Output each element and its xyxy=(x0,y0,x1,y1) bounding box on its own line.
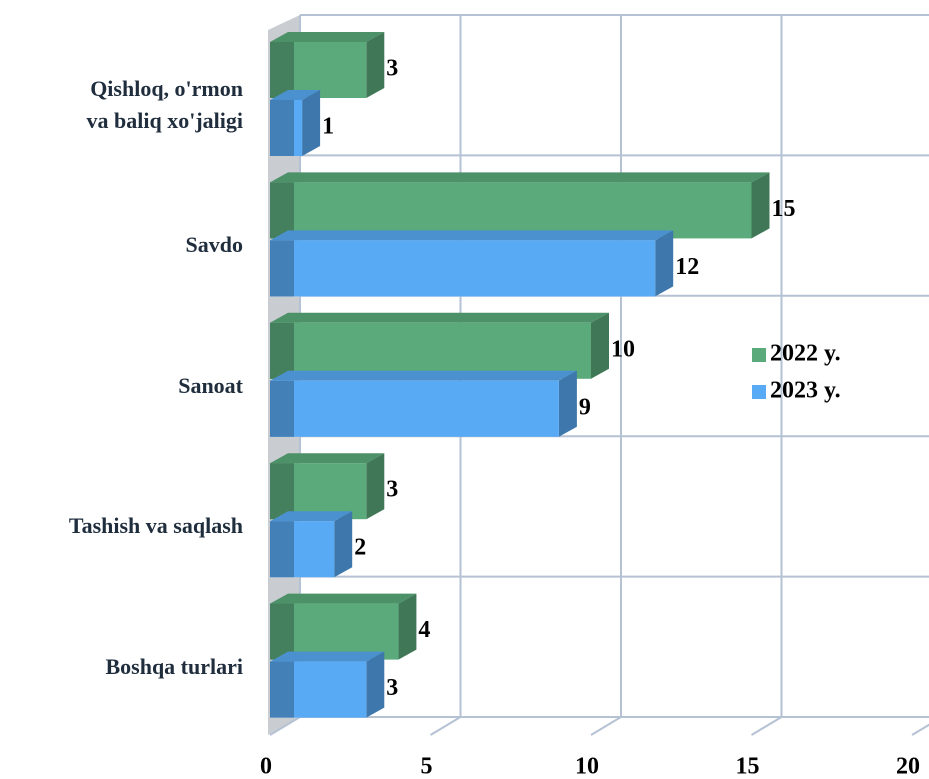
bar-top xyxy=(270,90,321,100)
bar-top xyxy=(270,230,674,241)
data-label: 10 xyxy=(611,336,635,362)
bar-side xyxy=(655,230,674,297)
bar-top xyxy=(270,511,353,522)
x-tick-label: 0 xyxy=(260,754,272,779)
bar-side xyxy=(591,312,609,379)
bar-base xyxy=(270,100,294,156)
bar-base xyxy=(270,42,294,98)
bar-top xyxy=(270,651,385,662)
bar-base xyxy=(270,463,294,520)
x-tick-label: 10 xyxy=(575,754,599,779)
data-label: 1 xyxy=(322,114,334,140)
x-tick-label: 20 xyxy=(896,754,920,779)
bar-top xyxy=(270,172,770,183)
data-label: 15 xyxy=(772,196,796,222)
legend-label: 2022 y. xyxy=(770,341,841,367)
data-label: 2 xyxy=(354,535,366,561)
bar-side xyxy=(366,453,385,520)
bar-base xyxy=(270,603,294,660)
bar-side xyxy=(302,90,321,156)
bar-base xyxy=(270,182,294,239)
floor-line xyxy=(269,716,301,736)
legend-label: 2023 y. xyxy=(770,378,841,404)
legend-swatch xyxy=(752,348,766,362)
category-label: Boshqa turlari xyxy=(105,653,243,679)
floor-line xyxy=(429,716,462,736)
data-label: 9 xyxy=(579,394,591,420)
x-tick-label: 15 xyxy=(736,754,760,779)
floor-line xyxy=(911,723,929,736)
floor-line xyxy=(750,716,783,736)
bar-side xyxy=(334,511,353,578)
bar-side xyxy=(751,172,770,239)
data-label: 12 xyxy=(675,254,699,280)
data-label: 3 xyxy=(386,56,398,82)
data-label: 4 xyxy=(418,617,430,643)
bar-top xyxy=(270,453,385,464)
bar xyxy=(270,322,591,379)
legend-swatch xyxy=(752,385,766,399)
data-label: 3 xyxy=(386,477,398,503)
bar-base xyxy=(270,661,294,718)
data-label: 3 xyxy=(386,675,398,701)
bar xyxy=(270,380,559,437)
category-label: Qishloq, o'rmon va baliq xo'jaligi xyxy=(86,76,243,133)
bar-top xyxy=(270,370,577,381)
bar-side xyxy=(366,32,385,98)
bar xyxy=(270,240,656,297)
floor-line xyxy=(590,716,622,736)
category-label: Tashish va saqlash xyxy=(68,513,243,539)
bar-side xyxy=(366,651,385,718)
bar-top xyxy=(270,593,417,604)
bar-base xyxy=(270,240,294,297)
bar-side xyxy=(398,593,417,660)
bar-base xyxy=(270,322,294,379)
x-tick-label: 5 xyxy=(421,754,433,779)
bar xyxy=(270,182,752,239)
bar-base xyxy=(270,521,294,578)
bar-base xyxy=(270,380,294,437)
category-label: Sanoat xyxy=(178,372,243,398)
bar-top xyxy=(270,32,385,42)
category-label: Savdo xyxy=(185,232,243,258)
bar-side xyxy=(558,370,577,437)
bar-top xyxy=(270,312,609,323)
